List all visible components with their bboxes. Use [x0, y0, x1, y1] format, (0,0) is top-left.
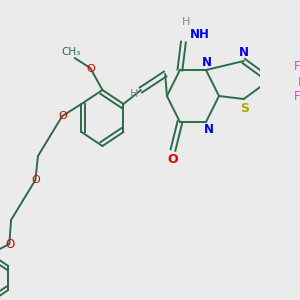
Text: O: O [6, 238, 15, 250]
Text: N: N [204, 124, 214, 136]
Text: F: F [298, 76, 300, 88]
Text: O: O [32, 175, 40, 185]
Text: N: N [239, 46, 249, 59]
Text: F: F [294, 59, 300, 73]
Text: H: H [130, 89, 138, 99]
Text: O: O [168, 154, 178, 166]
Text: H: H [182, 17, 190, 27]
Text: S: S [240, 101, 249, 115]
Text: F: F [294, 89, 300, 103]
Text: O: O [87, 64, 95, 74]
Text: N: N [202, 56, 212, 68]
Text: O: O [59, 111, 68, 121]
Text: NH: NH [190, 28, 209, 40]
Text: CH₃: CH₃ [61, 47, 81, 57]
